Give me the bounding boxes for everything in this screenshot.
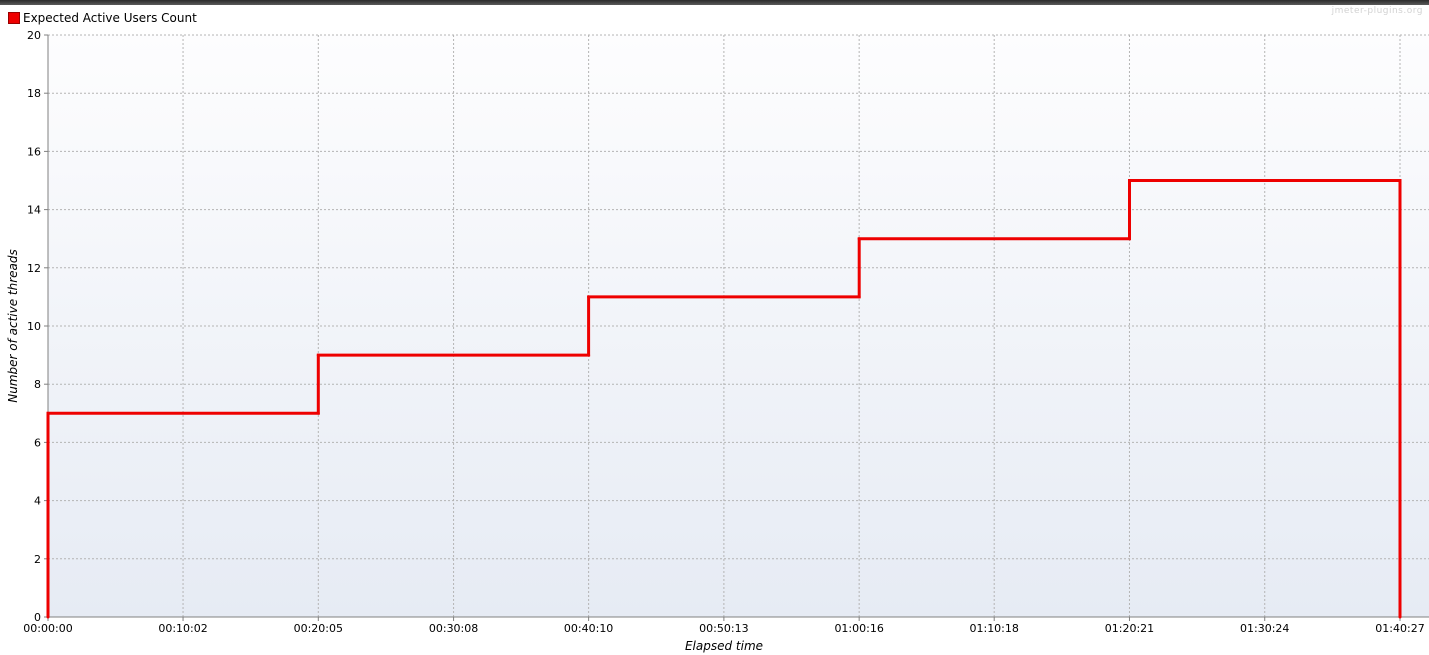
x-tick-label: 00:10:02	[158, 622, 207, 635]
legend-label: Expected Active Users Count	[23, 11, 197, 25]
legend-swatch	[8, 12, 20, 24]
data-point	[1398, 179, 1402, 182]
x-tick-label: 00:00:00	[23, 622, 72, 635]
y-tick-label: 8	[34, 378, 41, 391]
y-tick-label: 14	[27, 204, 41, 217]
x-tick-label: 00:20:05	[294, 622, 343, 635]
y-axis-title: Number of active threads	[6, 249, 20, 403]
x-tick-label: 00:50:13	[699, 622, 748, 635]
y-tick-label: 20	[27, 29, 41, 42]
data-point	[587, 295, 591, 299]
y-tick-label: 2	[34, 553, 41, 566]
legend: Expected Active Users Count	[8, 11, 197, 25]
x-tick-label: 00:40:10	[564, 622, 613, 635]
plot-background	[48, 35, 1429, 617]
series-layer	[46, 179, 1402, 619]
window-top-bar	[0, 0, 1429, 5]
y-tick-label: 10	[27, 320, 41, 333]
y-tick-labels: 0 2 4 6 8 10 12 14 16 18 20	[27, 29, 48, 624]
data-point	[316, 353, 320, 357]
data-point	[1127, 237, 1131, 241]
x-tick-label: 01:30:24	[1240, 622, 1289, 635]
data-point	[587, 353, 591, 357]
data-point	[316, 411, 320, 415]
y-tick-label: 6	[34, 436, 41, 449]
x-tick-label: 01:00:16	[834, 622, 883, 635]
data-point	[857, 295, 861, 299]
x-tick-labels: 00:00:00 00:10:02 00:20:05 00:30:08 00:40:10…	[23, 617, 1425, 635]
data-point	[1127, 179, 1131, 182]
x-tick-label: 01:10:18	[969, 622, 1018, 635]
x-tick-label: 00:30:08	[429, 622, 478, 635]
watermark: jmeter-plugins.org	[1331, 6, 1423, 16]
x-tick-label: 01:20:21	[1105, 622, 1154, 635]
data-point	[857, 237, 861, 241]
y-tick-label: 4	[34, 495, 41, 508]
data-point	[46, 411, 50, 415]
y-tick-label: 0	[34, 611, 41, 624]
x-axis-title: Elapsed time	[685, 639, 763, 653]
data-point	[46, 615, 50, 619]
y-tick-label: 18	[27, 87, 41, 100]
y-tick-label: 12	[27, 262, 41, 275]
series-line-expected-active-users	[46, 179, 1402, 617]
x-tick-label: 01:40:27	[1375, 622, 1424, 635]
data-point	[1398, 615, 1402, 619]
y-tick-label: 16	[27, 145, 41, 158]
